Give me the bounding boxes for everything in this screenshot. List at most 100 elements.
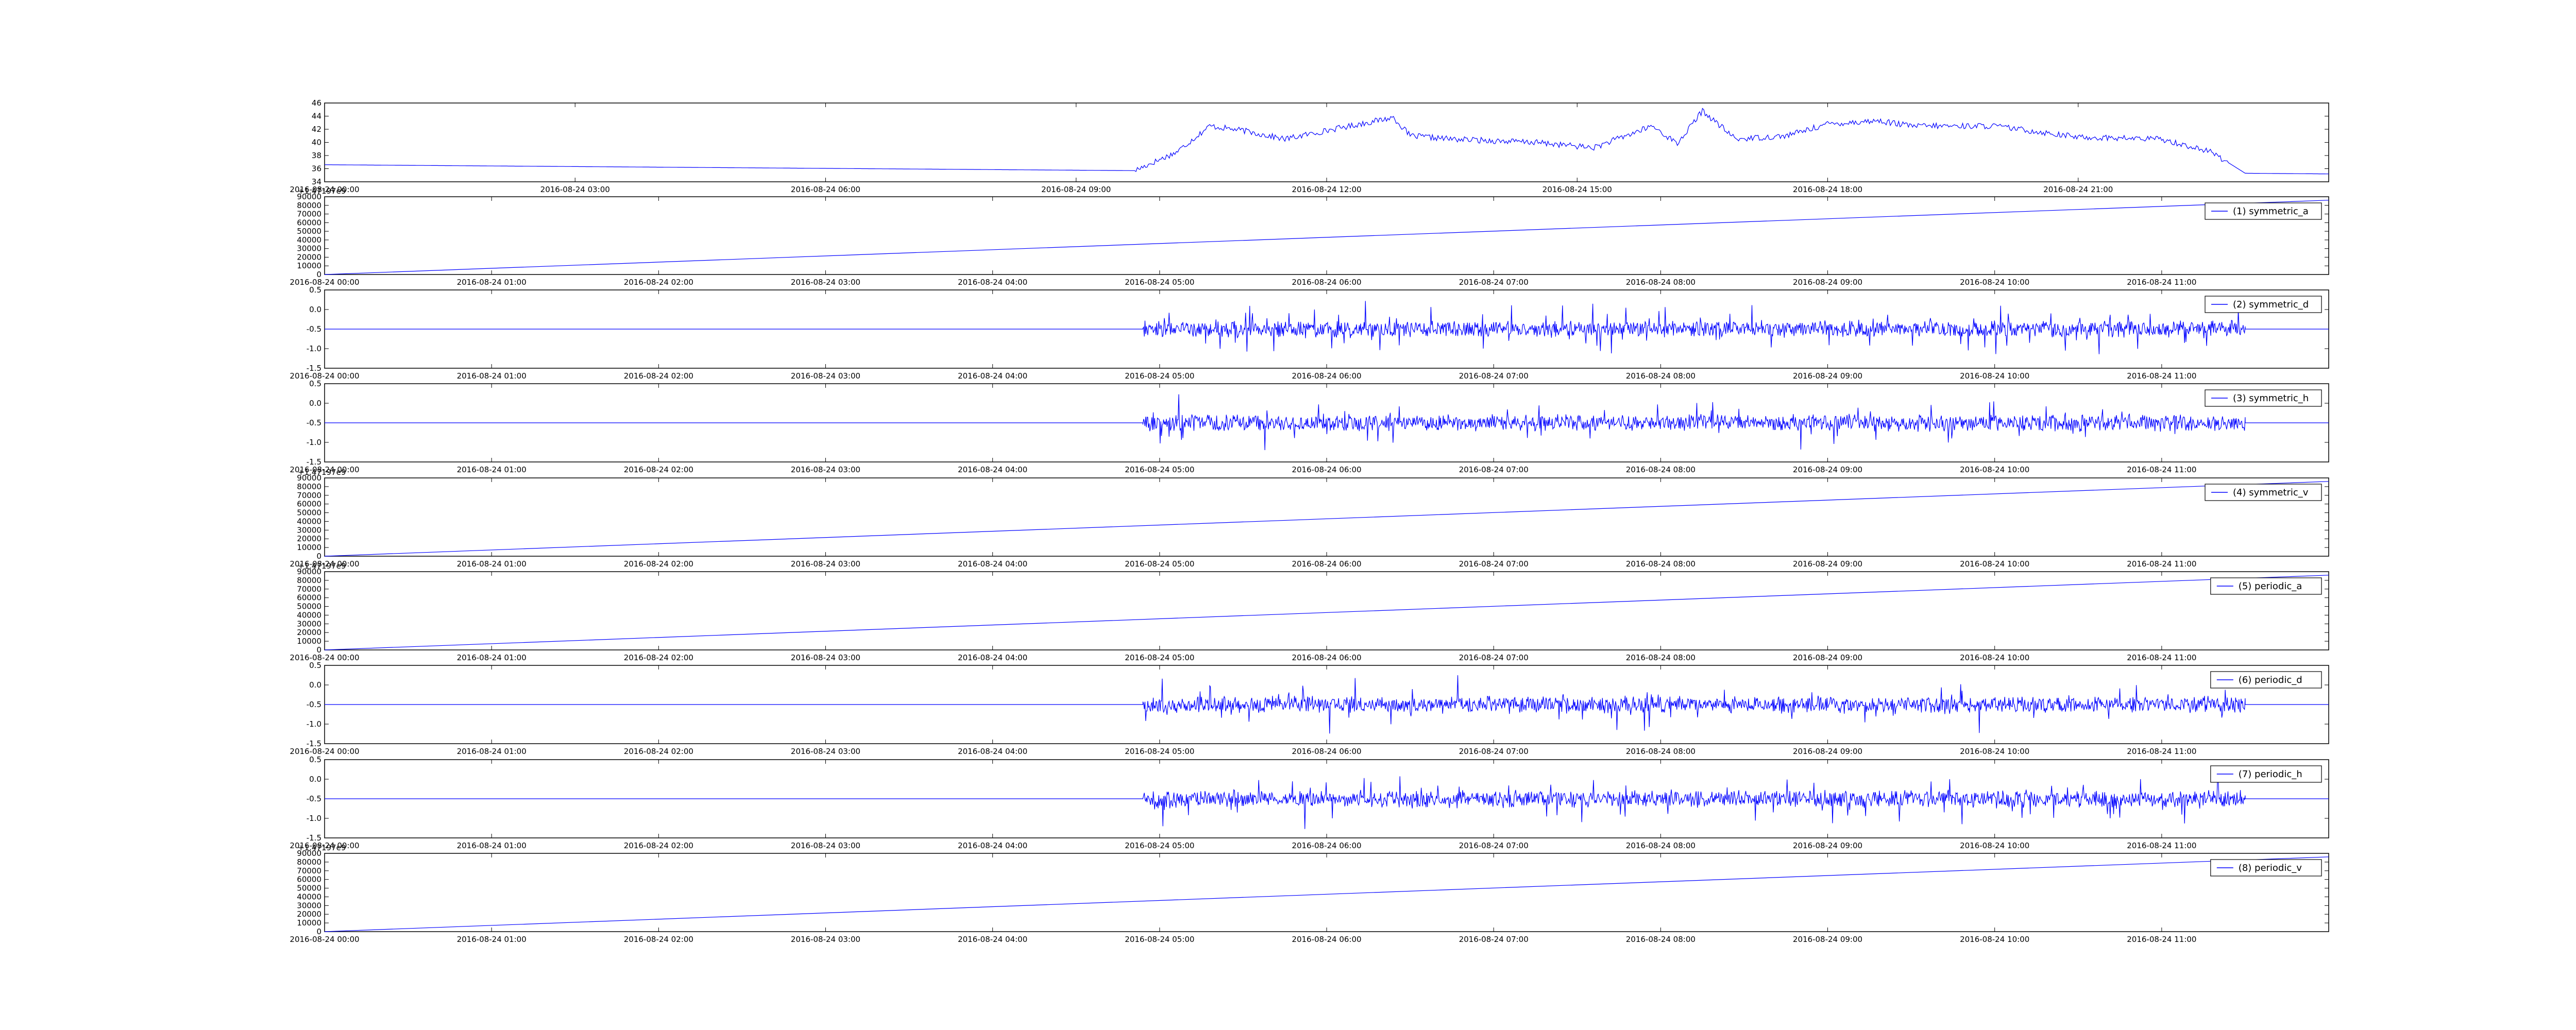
y-tick-label: 40000 [297, 517, 321, 526]
x-tick-label: 2016-08-24 07:00 [1459, 841, 1529, 850]
legend: (1) symmetric_a [2205, 202, 2322, 220]
y-tick-label: 80000 [297, 857, 321, 867]
y-tick-label: -1.5 [307, 739, 321, 748]
x-tick-label: 2016-08-24 03:00 [791, 559, 860, 569]
x-tick-label: 2016-08-24 05:00 [1125, 465, 1194, 474]
x-tick-label: 2016-08-24 15:00 [1543, 185, 1612, 194]
x-tick-label: 2016-08-24 02:00 [624, 747, 693, 756]
y-tick-label: 20000 [297, 909, 321, 919]
x-tick-label: 2016-08-24 05:00 [1125, 747, 1194, 756]
y-tick-label: 0.5 [309, 755, 321, 764]
y-tick-label: 0 [316, 927, 321, 936]
x-tick-label: 2016-08-24 01:00 [457, 371, 527, 381]
y-tick-label: -1.0 [307, 344, 321, 353]
x-tick-label: 2016-08-24 00:00 [290, 841, 359, 850]
x-tick-label: 2016-08-24 05:00 [1125, 935, 1194, 944]
y-tick-label: 36 [312, 164, 321, 174]
x-tick-label: 2016-08-24 02:00 [624, 371, 693, 381]
panel-4: -1.5 -1.0 -0.5 0.0 0.5 2016-08-24 00:00 2016-0… [290, 379, 2329, 474]
panel-5: 0100002000030000400005000060000700008000… [290, 468, 2329, 569]
x-tick-label: 2016-08-24 10:00 [1960, 371, 2029, 381]
x-tick-label: 2016-08-24 01:00 [457, 747, 527, 756]
x-tick-label: 2016-08-24 08:00 [1626, 653, 1696, 662]
x-tick-label: 2016-08-24 06:00 [1292, 559, 1361, 569]
axis-offset-text: +1.47197e9 [298, 843, 346, 852]
legend: (5) periodic_a [2210, 577, 2322, 595]
x-tick-label: 2016-08-24 07:00 [1459, 278, 1529, 287]
y-tick-label: 46 [312, 98, 321, 108]
series-line [324, 108, 2329, 175]
x-tick-label: 2016-08-24 03:00 [791, 747, 860, 756]
x-tick-label: 2016-08-24 01:00 [457, 278, 527, 287]
y-tick-label: -0.5 [307, 324, 321, 334]
panel-6: 0100002000030000400005000060000700008000… [290, 561, 2329, 662]
y-tick-label: 80000 [297, 482, 321, 491]
x-tick-label: 2016-08-24 06:00 [1292, 278, 1361, 287]
x-tick-label: 2016-08-24 07:00 [1459, 747, 1529, 756]
x-tick-label: 2016-08-24 10:00 [1960, 278, 2029, 287]
panel-1: 34 36 38 40 42 44 46 2016-08-24 00:00 2016-08-24… [290, 98, 2329, 194]
x-tick-label: 2016-08-24 02:00 [624, 559, 693, 569]
x-tick-label: 2016-08-24 07:00 [1459, 465, 1529, 474]
series-line [324, 481, 2329, 557]
y-tick-label: 0.0 [309, 399, 321, 408]
x-tick-label: 2016-08-24 21:00 [2043, 185, 2113, 194]
x-tick-label: 2016-08-24 09:00 [1793, 559, 1862, 569]
legend: (3) symmetric_h [2205, 389, 2322, 407]
x-tick-label: 2016-08-24 08:00 [1626, 371, 1696, 381]
x-tick-label: 2016-08-24 07:00 [1459, 371, 1529, 381]
x-tick-label: 2016-08-24 03:00 [540, 185, 610, 194]
x-tick-label: 2016-08-24 08:00 [1626, 559, 1696, 569]
panel-9: 0100002000030000400005000060000700008000… [290, 843, 2329, 944]
x-tick-label: 2016-08-24 11:00 [2127, 465, 2196, 474]
x-tick-label: 2016-08-24 10:00 [1960, 465, 2029, 474]
x-tick-label: 2016-08-24 03:00 [791, 841, 860, 850]
y-tick-label: -1.5 [307, 364, 321, 373]
y-tick-label: 34 [312, 177, 321, 186]
y-tick-label: 50000 [297, 602, 321, 611]
y-tick-label: 42 [312, 125, 321, 134]
y-tick-label: 0.0 [309, 775, 321, 784]
x-tick-label: 2016-08-24 02:00 [624, 653, 693, 662]
x-tick-label: 2016-08-24 18:00 [1793, 185, 1862, 194]
x-tick-label: 2016-08-24 07:00 [1459, 935, 1529, 944]
y-tick-label: 80000 [297, 576, 321, 585]
y-tick-label: 20000 [297, 534, 321, 543]
y-tick-label: 0.0 [309, 305, 321, 314]
y-tick-label: -0.5 [307, 700, 321, 709]
x-tick-label: 2016-08-24 06:00 [1292, 841, 1361, 850]
legend-label: (7) periodic_h [2239, 769, 2302, 780]
x-tick-label: 2016-08-24 12:00 [1292, 185, 1361, 194]
y-tick-label: 70000 [297, 585, 321, 594]
x-tick-label: 2016-08-24 03:00 [791, 935, 860, 944]
x-tick-label: 2016-08-24 09:00 [1793, 371, 1862, 381]
x-tick-label: 2016-08-24 05:00 [1125, 559, 1194, 569]
x-tick-label: 2016-08-24 07:00 [1459, 653, 1529, 662]
y-tick-label: 10000 [297, 637, 321, 646]
y-tick-label: 60000 [297, 218, 321, 227]
y-tick-label: 50000 [297, 227, 321, 236]
legend-label: (2) symmetric_d [2233, 299, 2309, 310]
y-tick-label: 50000 [297, 508, 321, 518]
axes-frame [324, 477, 2329, 557]
x-tick-label: 2016-08-24 04:00 [958, 278, 1027, 287]
y-tick-label: 0.5 [309, 285, 321, 295]
x-tick-label: 2016-08-24 11:00 [2127, 653, 2196, 662]
y-tick-label: 70000 [297, 491, 321, 500]
panel-3: -1.5 -1.0 -0.5 0.0 0.5 2016-08-24 00:00 2016-0… [290, 285, 2329, 381]
x-tick-label: 2016-08-24 02:00 [624, 278, 693, 287]
x-tick-label: 2016-08-24 05:00 [1125, 841, 1194, 850]
y-tick-label: 50000 [297, 884, 321, 893]
x-tick-label: 2016-08-24 01:00 [457, 465, 527, 474]
panel-7: -1.5 -1.0 -0.5 0.0 0.5 2016-08-24 00:00 2016-0… [290, 661, 2329, 756]
y-tick-label: 70000 [297, 866, 321, 876]
axis-offset-text: +1.47197e9 [298, 468, 346, 477]
x-tick-label: 2016-08-24 03:00 [791, 278, 860, 287]
x-tick-label: 2016-08-24 10:00 [1960, 841, 2029, 850]
y-tick-label: 0 [316, 270, 321, 279]
x-tick-label: 2016-08-24 03:00 [791, 371, 860, 381]
x-tick-label: 2016-08-24 02:00 [624, 465, 693, 474]
legend-label: (1) symmetric_a [2233, 206, 2309, 217]
x-tick-label: 2016-08-24 04:00 [958, 559, 1027, 569]
x-tick-label: 2016-08-24 00:00 [290, 747, 359, 756]
